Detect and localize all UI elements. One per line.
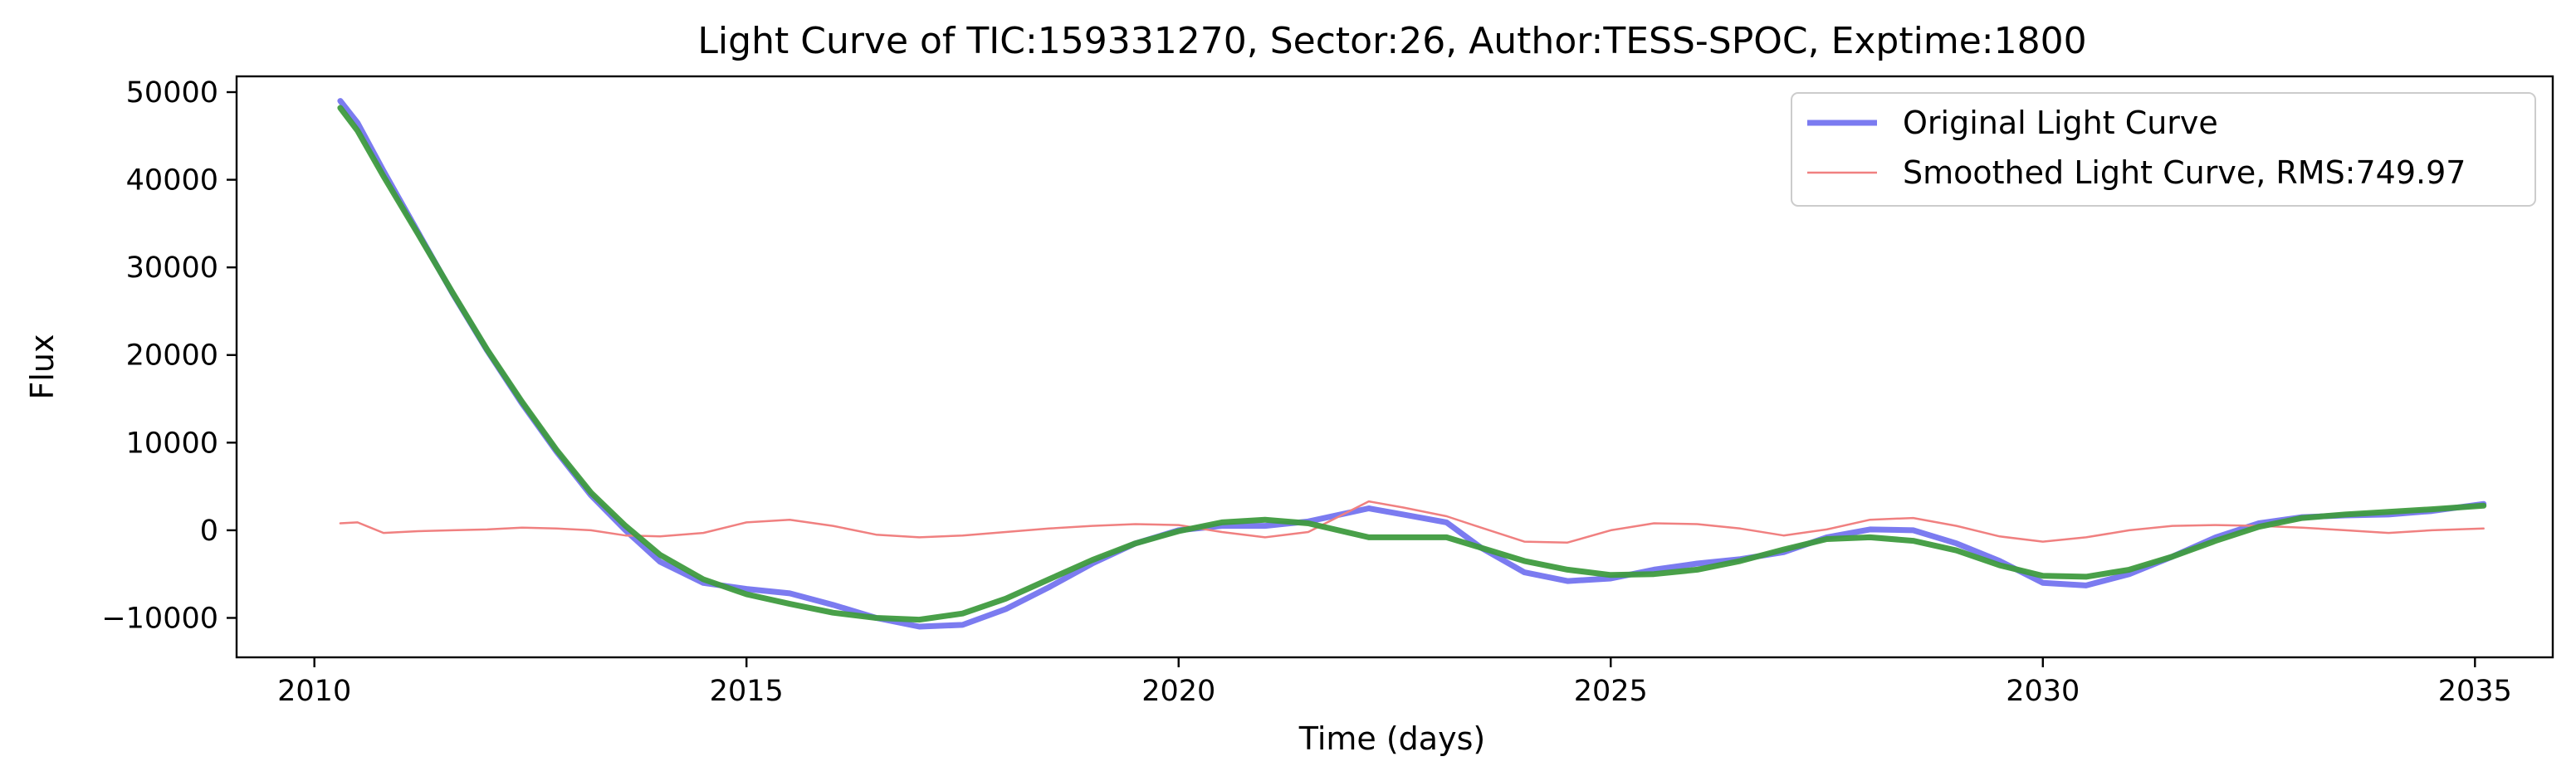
x-tick-label: 2030 bbox=[2006, 675, 2080, 708]
x-tick-label: 2025 bbox=[1574, 675, 1648, 708]
x-axis: 2010 2015 2020 2025 2030 2035 bbox=[277, 657, 2512, 708]
legend: Original Light Curve Smoothed Light Curv… bbox=[1791, 92, 2536, 207]
x-tick-label: 2035 bbox=[2438, 675, 2512, 708]
y-tick-label: 40000 bbox=[126, 164, 218, 198]
y-axis-label: Flux bbox=[24, 334, 61, 400]
series-line-2 bbox=[337, 105, 2487, 623]
plot-area-frame bbox=[235, 75, 2554, 659]
legend-label-original: Original Light Curve bbox=[1903, 105, 2218, 141]
y-tick-label: 0 bbox=[200, 515, 218, 548]
x-tick-label: 2015 bbox=[710, 675, 784, 708]
y-tick-label: −10000 bbox=[101, 602, 218, 635]
legend-label-smoothed: Smoothed Light Curve, RMS:749.97 bbox=[1903, 154, 2466, 191]
y-axis: −10000 0 10000 20000 30000 40000 50000 bbox=[101, 76, 237, 635]
y-tick-label: 30000 bbox=[126, 251, 218, 285]
legend-box bbox=[1791, 92, 2536, 207]
chart-title: Light Curve of TIC:159331270, Sector:26,… bbox=[697, 20, 2086, 62]
x-axis-label: Time (days) bbox=[1298, 720, 1485, 757]
x-tick-label: 2020 bbox=[1141, 675, 1215, 708]
y-tick-label: 20000 bbox=[126, 339, 218, 373]
x-tick-label: 2010 bbox=[277, 675, 351, 708]
series-line-1 bbox=[339, 500, 2485, 544]
y-tick-label: 50000 bbox=[126, 76, 218, 110]
y-tick-label: 10000 bbox=[126, 427, 218, 460]
